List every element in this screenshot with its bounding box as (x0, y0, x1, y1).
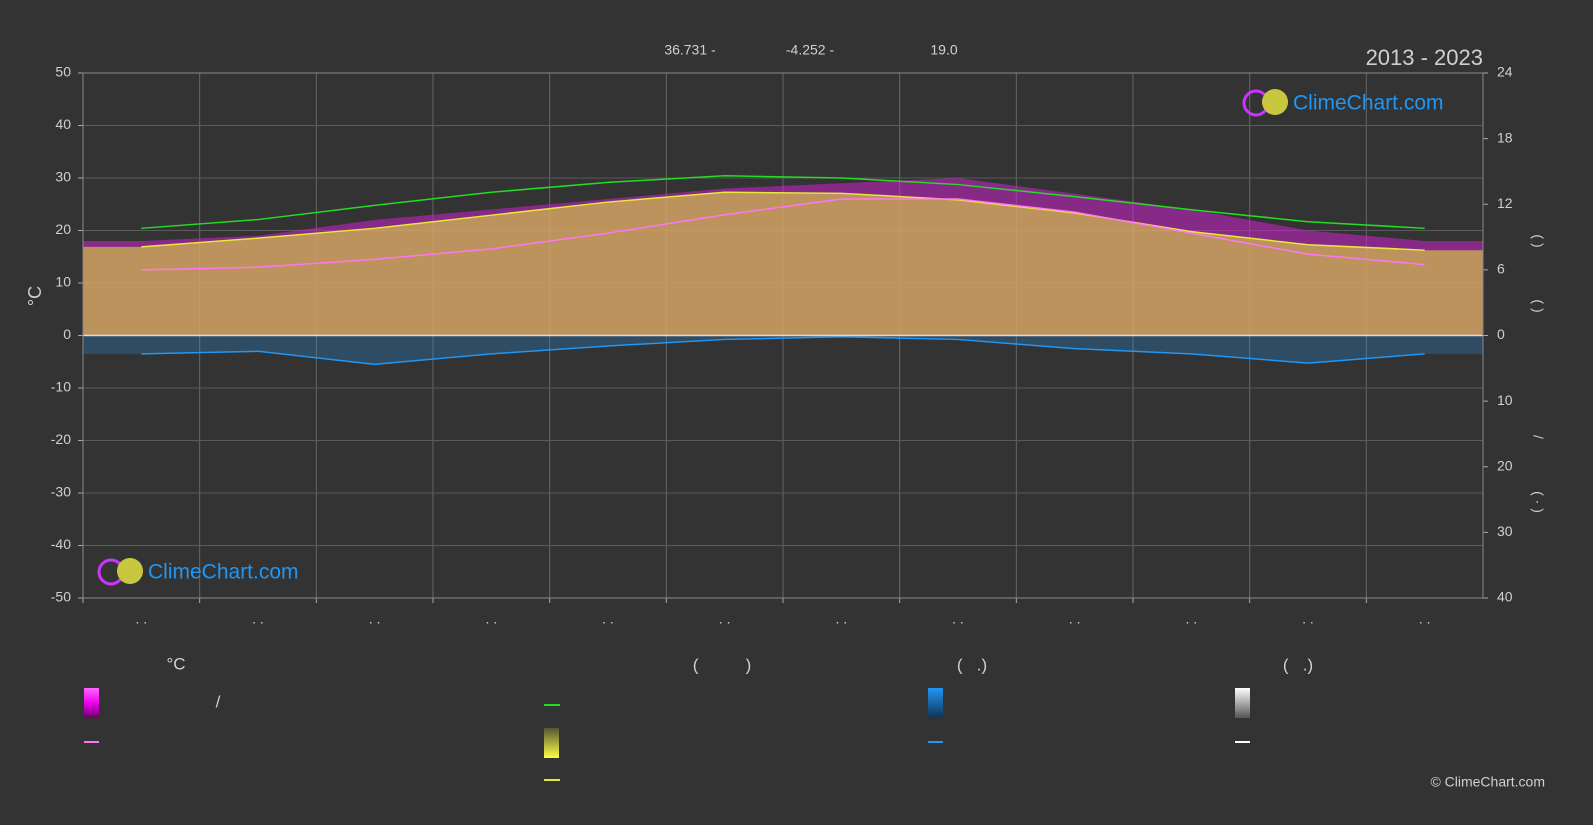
y3-axis-label: / (1530, 435, 1546, 439)
x-tick-label: . . (1069, 611, 1081, 627)
x-tick-label: . . (602, 611, 614, 627)
x-tick-label: . . (952, 611, 964, 627)
series-area (83, 335, 1483, 365)
legend-header: ( .) (1283, 655, 1313, 674)
legend: °C / ( ) ( .) ( .) (84, 654, 1313, 781)
copyright: © ClimeChart.com (1430, 774, 1545, 790)
x-tick-label: . . (135, 611, 147, 627)
y3-axis-label: ( · ) (1530, 491, 1546, 513)
logo: ClimeChart.com (97, 558, 299, 586)
x-tick-label: . . (252, 611, 264, 627)
series-line (141, 336, 1425, 366)
y-tick-label: -50 (51, 589, 71, 605)
y-tick-label: 20 (55, 221, 71, 237)
y3-tick-label: 10 (1497, 392, 1513, 408)
x-tick-label: . . (719, 611, 731, 627)
y2-axis-label: ( ) (1530, 234, 1546, 247)
series-area (83, 192, 1483, 336)
y2-axis-label: ( ) (1530, 299, 1546, 312)
plot-frame (82, 72, 1484, 599)
x-tick-label: . . (485, 611, 497, 627)
y2-tick-label: 6 (1497, 261, 1505, 277)
y2-tick-label: 24 (1497, 64, 1513, 80)
legend-header: °C (166, 654, 185, 673)
x-tick-label: . . (1419, 611, 1431, 627)
y-tick-label: 10 (55, 274, 71, 290)
x-tick-label: . . (369, 611, 381, 627)
y-tick-label: 50 (55, 64, 71, 80)
x-tick-label: . . (1185, 611, 1197, 627)
y-tick-label: -10 (51, 379, 71, 395)
legend-swatch (544, 728, 559, 758)
header-text: 36.731 - (664, 42, 716, 58)
y-tick-label: 30 (55, 169, 71, 185)
series-line (141, 191, 1425, 251)
x-tick-label: . . (1302, 611, 1314, 627)
y-tick-label: -30 (51, 484, 71, 500)
plot-area: 50 40 30 20 10 0 -10 -20 -30 -40 -50 0 6 12 18 24 10 20 30… (51, 64, 1513, 627)
logo: ClimeChart.com (1242, 89, 1444, 117)
y-tick-label: -40 (51, 536, 71, 552)
series-line (141, 175, 1425, 230)
y-axis-label: °C (25, 286, 45, 306)
header-text: -4.252 - (786, 42, 835, 58)
y-tick-label: -20 (51, 431, 71, 447)
legend-header: ( ) (693, 655, 752, 674)
legend-swatch (84, 688, 99, 718)
legend-swatch (928, 688, 943, 718)
legend-text: / (216, 692, 221, 711)
y-tick-label: 40 (55, 116, 71, 132)
y2-tick-label: 0 (1497, 326, 1505, 342)
y3-tick-label: 30 (1497, 523, 1513, 539)
y2-tick-label: 18 (1497, 129, 1513, 145)
x-tick-label: . . (835, 611, 847, 627)
y3-tick-label: 40 (1497, 589, 1513, 605)
legend-swatch (1235, 688, 1250, 718)
y-tick-label: 0 (63, 326, 71, 342)
y3-tick-label: 20 (1497, 457, 1513, 473)
logo-text: ClimeChart.com (1293, 92, 1444, 115)
legend-header: ( .) (957, 655, 987, 674)
chart-title: 2013 - 2023 (1366, 45, 1483, 70)
y2-tick-label: 12 (1497, 195, 1513, 211)
series-line (141, 198, 1425, 271)
logo-text: ClimeChart.com (148, 561, 299, 584)
header-text: 19.0 (930, 42, 957, 58)
